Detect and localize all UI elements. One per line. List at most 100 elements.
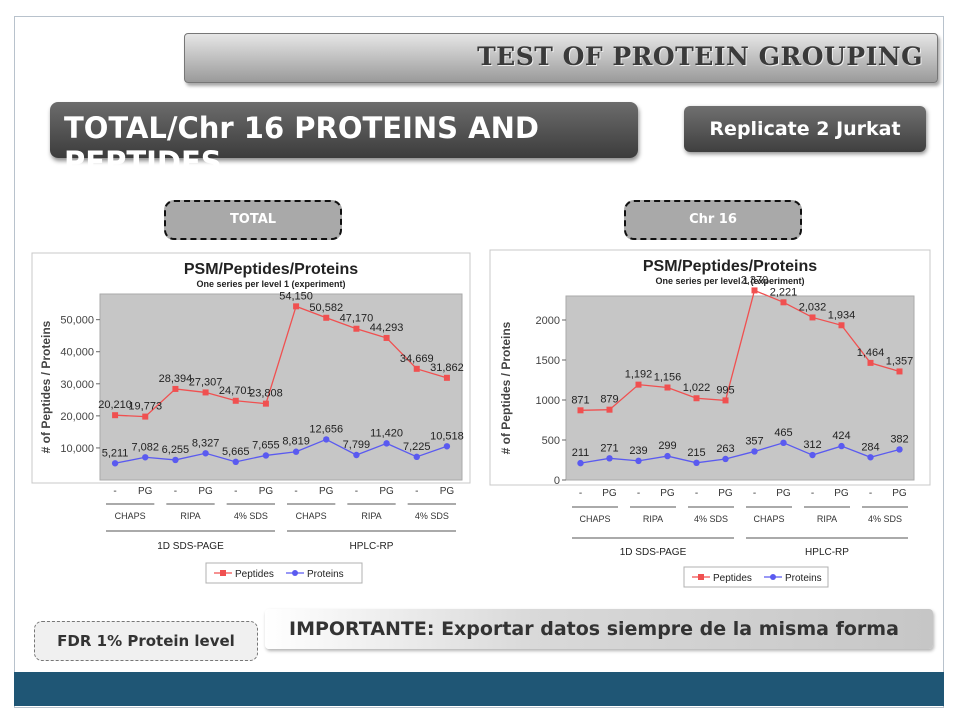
point-proteins	[232, 458, 239, 466]
point-proteins	[262, 452, 270, 459]
point-proteins	[635, 457, 642, 465]
y-tick-label: 1000	[536, 395, 560, 407]
category-label: PG	[776, 488, 791, 499]
data-label: 34,669	[400, 353, 434, 365]
point-peptides	[142, 413, 149, 420]
group-label: CHAPS	[753, 514, 784, 524]
data-label: 879	[600, 394, 618, 406]
category-label: -	[113, 486, 116, 497]
important-note: IMPORTANTE: Exportar datos siempre de la…	[265, 609, 933, 649]
point-proteins	[693, 459, 700, 466]
data-label: 10,518	[430, 430, 464, 442]
legend-label: Proteins	[785, 573, 822, 584]
data-label: 5,665	[222, 446, 250, 458]
data-label: 271	[600, 442, 618, 454]
point-peptides	[172, 385, 179, 392]
point-proteins	[896, 446, 903, 453]
point-proteins	[751, 448, 758, 455]
point-peptides	[896, 368, 903, 375]
category-label: PG	[198, 486, 213, 497]
method-label: HPLC-RP	[350, 541, 394, 552]
data-label: 263	[716, 443, 734, 455]
plot-area	[99, 293, 463, 481]
point-peptides	[867, 359, 874, 366]
data-label: 1,192	[625, 369, 653, 381]
category-label: -	[753, 488, 756, 499]
point-peptides	[232, 397, 239, 404]
y-axis-label: # of Peptides / Proteins	[499, 321, 513, 454]
point-peptides	[780, 299, 787, 306]
data-label: 424	[832, 430, 850, 442]
point-peptides	[443, 374, 450, 381]
data-label: 7,082	[131, 441, 159, 453]
data-label: 6,255	[162, 444, 190, 456]
y-tick-label: 40,000	[60, 347, 94, 359]
chart-title: PSM/Peptides/Proteins	[184, 261, 358, 278]
category-label: PG	[660, 488, 675, 499]
data-label: 8,819	[282, 436, 310, 448]
series-line-peptides	[115, 305, 448, 418]
category-label: PG	[440, 486, 455, 497]
point-peptides	[577, 407, 584, 414]
point-proteins	[292, 448, 300, 455]
data-label: 44,293	[370, 322, 404, 334]
point-peptides	[293, 303, 300, 310]
data-label: 2,370	[741, 274, 769, 286]
point-peptides	[202, 389, 209, 396]
data-label: 7,655	[252, 439, 280, 451]
y-tick-label: 20,000	[60, 411, 94, 423]
chart-subtitle: One series per level 1 (experiment)	[196, 279, 345, 289]
category-label: -	[637, 488, 640, 499]
data-label: 211	[572, 447, 590, 459]
data-label: 1,022	[683, 382, 711, 394]
data-label: 239	[629, 445, 647, 457]
category-label: -	[415, 486, 418, 497]
legend-label: Proteins	[307, 569, 344, 580]
main-title-box: TOTAL/Chr 16 PROTEINS AND PEPTIDES	[50, 102, 638, 179]
point-proteins	[577, 459, 584, 467]
data-label: 5,211	[102, 447, 129, 459]
group-label: 4% SDS	[415, 511, 449, 521]
category-label: PG	[138, 486, 153, 497]
y-tick-label: 50,000	[60, 315, 94, 327]
series-line-proteins	[114, 438, 448, 464]
data-label: 31,862	[430, 362, 464, 374]
point-proteins	[353, 451, 360, 459]
y-tick-label: 10,000	[60, 443, 94, 455]
point-peptides	[635, 381, 642, 388]
y-tick-label: 500	[542, 435, 560, 447]
category-label: -	[695, 488, 698, 499]
data-label: 284	[861, 441, 879, 453]
data-label: 23,808	[249, 388, 283, 400]
data-label: 11,420	[370, 427, 403, 439]
category-label: -	[579, 488, 582, 499]
point-peptides	[353, 325, 360, 332]
data-label: 1,156	[654, 372, 682, 384]
point-proteins	[383, 440, 390, 447]
chart-subtitle: One series per level 1 (experiment)	[655, 276, 804, 286]
header-ribbon: TEST OF PROTEIN GROUPING	[184, 33, 938, 83]
tag-chr16: Chr 16	[624, 200, 802, 240]
group-label: RIPA	[817, 514, 837, 524]
point-peptides	[751, 287, 758, 294]
category-label: -	[174, 486, 177, 497]
point-proteins	[443, 443, 451, 450]
method-label: 1D SDS-PAGE	[620, 547, 687, 558]
category-label: PG	[379, 486, 394, 497]
bottom-bar	[14, 672, 944, 706]
point-proteins	[323, 436, 330, 443]
data-label: 299	[658, 440, 676, 452]
point-proteins	[202, 450, 209, 457]
method-label: 1D SDS-PAGE	[157, 541, 224, 552]
category-label: PG	[718, 488, 733, 499]
category-label: -	[811, 488, 814, 499]
data-label: 312	[803, 439, 821, 451]
point-peptides	[413, 365, 420, 372]
data-label: 215	[687, 447, 705, 459]
y-axis-label: # of Peptides / Proteins	[39, 320, 53, 453]
point-proteins	[867, 454, 874, 461]
data-label: 357	[745, 435, 763, 447]
plot-area	[565, 295, 915, 481]
